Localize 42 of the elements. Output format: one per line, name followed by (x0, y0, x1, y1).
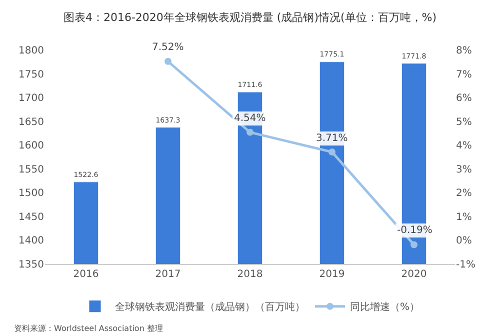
y2-tick-label: 5% (456, 116, 472, 128)
y-tick-label: 1750 (18, 69, 44, 80)
y-tick-label: 1500 (18, 188, 44, 200)
data-label: 7.52% (152, 42, 184, 53)
data-label: 3.71% (316, 133, 348, 144)
y2-tick-label: 6% (456, 93, 472, 104)
y-tick-label: 1650 (18, 116, 44, 128)
y2-tick-label: 0% (456, 236, 472, 247)
y-tick-label: 1700 (18, 93, 44, 104)
data-label: 1775.1 (320, 50, 344, 59)
y-tick-label: 1600 (18, 140, 44, 152)
point (246, 128, 254, 136)
point (164, 58, 172, 65)
y-tick-label: 1550 (18, 164, 44, 176)
y2-tick-label: 2% (456, 188, 472, 200)
y2-tick-label: 7% (456, 69, 472, 80)
x-tick-label: 2018 (237, 269, 263, 280)
y2-tick-label: -1% (456, 260, 476, 270)
text: 资料来源：Worldsteel Association 整理 (14, 324, 163, 333)
y-tick-label: 1350 (18, 260, 44, 270)
data-label: -0.19% (397, 225, 432, 236)
data-label: 1711.6 (238, 80, 263, 89)
legend-label: 全球钢铁表观消费量（成品钢）（百万吨） (115, 301, 305, 314)
y2-tick-label: 1% (456, 212, 472, 223)
x-tick-label: 2017 (155, 269, 181, 280)
y-tick-label: 1400 (18, 236, 44, 247)
y2-tick-label: 4% (456, 140, 472, 152)
point (410, 241, 418, 248)
y-tick-label: 1450 (18, 212, 44, 223)
data-label: 1522.6 (74, 170, 99, 179)
y2-tick-label: 8% (456, 46, 472, 56)
data-label: 1637.3 (156, 115, 180, 124)
chart-title: 图表4：2016-2020年全球钢铁表观消费量 (成品钢)情况(单位：百万吨，%) (63, 11, 437, 24)
y-tick-label: 1800 (18, 46, 44, 56)
point (328, 148, 336, 156)
x-tick-label: 2016 (73, 269, 99, 280)
x-tick-label: 2019 (319, 269, 345, 280)
y2-tick-label: 3% (456, 164, 472, 176)
data-label: 4.54% (234, 113, 266, 124)
data-label: 1771.8 (402, 51, 426, 60)
x-tick-label: 2020 (401, 269, 427, 280)
legend-label: 同比增速（%） (350, 301, 420, 314)
